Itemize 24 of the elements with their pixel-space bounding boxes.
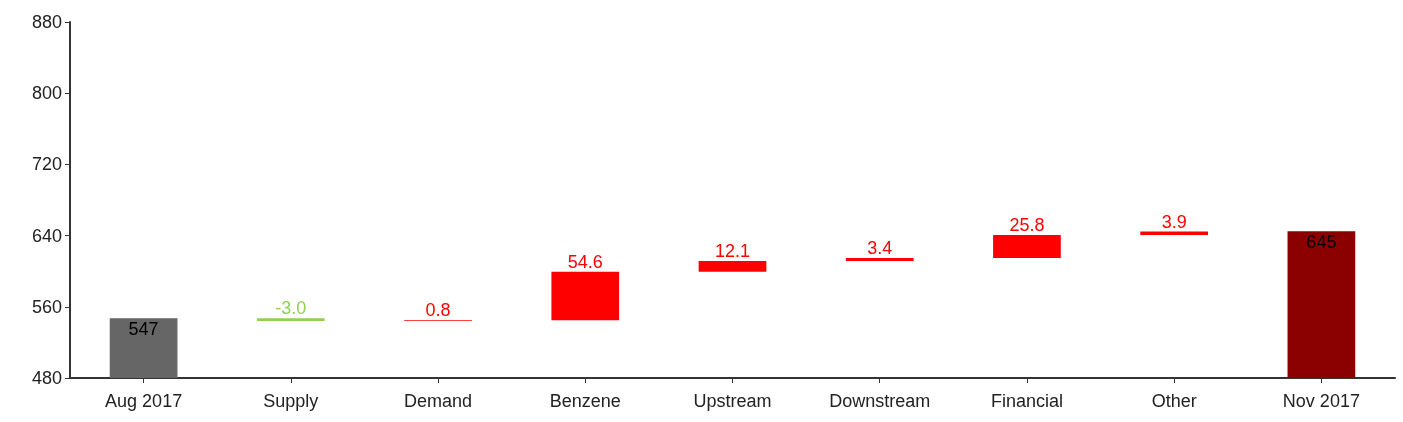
- x-tick-label: Aug 2017: [105, 391, 183, 411]
- x-tick-label: Upstream: [693, 391, 772, 411]
- x-tick-label: Supply: [263, 391, 319, 411]
- y-tick-label: 720: [31, 154, 62, 175]
- x-tick-label: Benzene: [549, 391, 621, 411]
- x-tick-label: Nov 2017: [1282, 391, 1360, 411]
- data-label: 0.8: [425, 300, 451, 321]
- x-tick-label: Downstream: [829, 391, 931, 411]
- data-label: 54.6: [567, 251, 603, 272]
- x-tick-label: Financial: [990, 391, 1063, 411]
- data-label: 12.1: [714, 240, 751, 261]
- y-tick-label: 880: [31, 12, 62, 32]
- y-tick-label: 560: [31, 296, 62, 317]
- data-label: 645: [1306, 232, 1337, 253]
- data-label: 25.8: [1009, 214, 1045, 235]
- x-tick-label: Other: [1151, 391, 1197, 411]
- x-tick-label: Demand: [404, 391, 473, 411]
- data-label: 3.9: [1161, 211, 1187, 232]
- y-tick-label: 640: [31, 225, 62, 246]
- y-tick-label: 800: [31, 83, 62, 104]
- data-label: 3.4: [867, 237, 893, 258]
- data-label: -3.0: [275, 298, 307, 319]
- y-tick-label: 480: [31, 368, 62, 388]
- data-label: 547: [128, 319, 159, 340]
